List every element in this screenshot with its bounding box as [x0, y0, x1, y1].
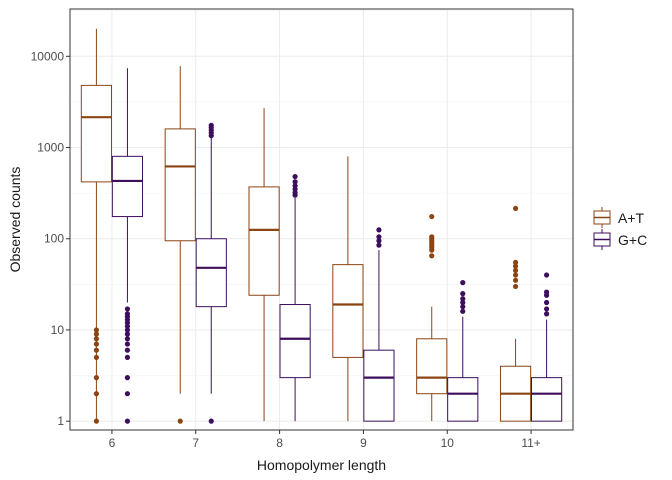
outlier-point: [94, 391, 99, 396]
outlier-point: [429, 234, 434, 239]
outlier-point: [376, 234, 381, 239]
y-tick-label: 10: [51, 323, 65, 337]
outlier-point: [460, 291, 465, 296]
outlier-point: [429, 253, 434, 258]
outlier-point: [544, 289, 549, 294]
outlier-point: [292, 174, 297, 179]
box: [196, 239, 226, 307]
y-tick-label: 1000: [37, 141, 64, 155]
outlier-point: [460, 309, 465, 314]
outlier-point: [513, 278, 518, 283]
outlier-point: [513, 272, 518, 277]
x-tick-label: 9: [360, 436, 367, 450]
outlier-point: [460, 280, 465, 285]
outlier-point: [125, 348, 130, 353]
outlier-point: [94, 355, 99, 360]
outlier-point: [125, 355, 130, 360]
x-tick-label: 7: [192, 436, 199, 450]
outlier-point: [513, 260, 518, 265]
outlier-point: [125, 419, 130, 424]
outlier-point: [209, 123, 214, 128]
legend-label: A+T: [618, 210, 645, 226]
outlier-point: [460, 296, 465, 301]
outlier-point: [125, 391, 130, 396]
outlier-point: [513, 206, 518, 211]
outlier-point: [94, 348, 99, 353]
outlier-point: [125, 375, 130, 380]
outlier-point: [292, 179, 297, 184]
legend: A+T G+C: [594, 207, 647, 250]
y-tick-label: 1: [57, 414, 64, 428]
box: [532, 378, 562, 422]
outlier-point: [513, 284, 518, 289]
box: [112, 156, 142, 216]
outlier-point: [125, 341, 130, 346]
panel-background: [70, 9, 573, 430]
legend-label: G+C: [618, 232, 647, 248]
outlier-point: [94, 375, 99, 380]
outlier-point: [94, 341, 99, 346]
outlier-point: [544, 272, 549, 277]
outlier-point: [544, 311, 549, 316]
box: [249, 187, 279, 295]
box: [81, 85, 111, 182]
y-axis-title: Observed counts: [7, 167, 23, 273]
box: [364, 350, 394, 421]
outlier-point: [429, 214, 434, 219]
x-tick-label: 10: [441, 436, 455, 450]
x-axis-title: Homopolymer length: [257, 457, 386, 473]
box: [333, 265, 363, 358]
outlier-point: [94, 419, 99, 424]
outlier-point: [125, 311, 130, 316]
y-tick-label: 10000: [31, 49, 65, 63]
x-tick-label: 11+: [521, 436, 540, 450]
outlier-point: [94, 327, 99, 332]
outlier-point: [376, 227, 381, 232]
box: [448, 378, 478, 422]
x-tick-label: 6: [109, 436, 116, 450]
box: [280, 305, 310, 378]
box: [165, 129, 195, 241]
outlier-point: [94, 336, 99, 341]
outlier-point: [125, 306, 130, 311]
outlier-point: [125, 336, 130, 341]
outlier-point: [544, 306, 549, 311]
outlier-point: [544, 300, 549, 305]
box: [417, 339, 447, 394]
outlier-point: [209, 419, 214, 424]
y-tick-label: 100: [44, 232, 64, 246]
outlier-point: [178, 419, 183, 424]
x-tick-label: 8: [276, 436, 283, 450]
